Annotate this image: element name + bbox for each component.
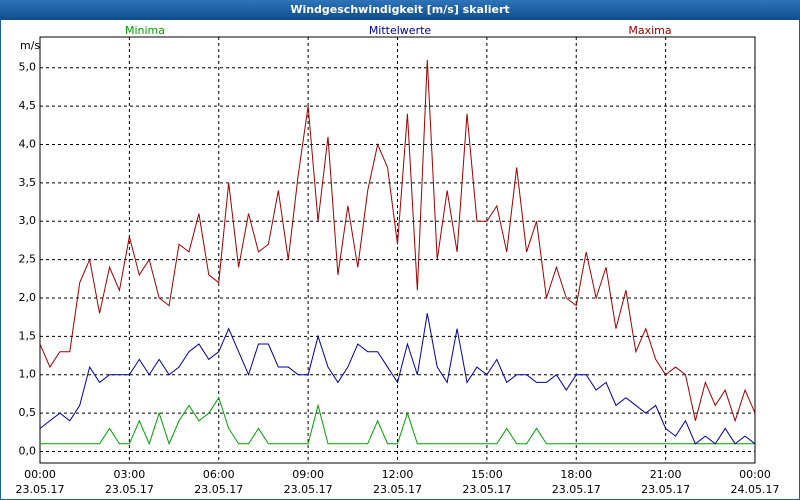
y-tick-label: 2,0 (19, 291, 37, 304)
x-tick-label: 18:00 (560, 468, 592, 481)
y-tick-label: 4,0 (19, 137, 37, 150)
x-tick-label: 03:00 (114, 468, 146, 481)
x-tick-label: 00:00 (24, 468, 56, 481)
x-tick-label: 21:00 (650, 468, 682, 481)
chart-title: Windgeschwindigkeit [m/s] skaliert (290, 3, 509, 16)
x-tick-label: 00:00 (739, 468, 771, 481)
x-tick-date: 23.05.17 (194, 483, 243, 496)
x-tick-label: 09:00 (292, 468, 324, 481)
y-tick-label: 5,0 (19, 61, 37, 74)
x-tick-label: 12:00 (382, 468, 414, 481)
series-line (40, 396, 755, 446)
series-line (39, 60, 756, 423)
x-tick-label: 06:00 (203, 468, 235, 481)
y-tick-label: 3,0 (19, 214, 37, 227)
legend-label: Minima (125, 24, 165, 37)
x-tick-date: 23.05.17 (373, 483, 422, 496)
x-tick-date: 23.05.17 (552, 483, 601, 496)
x-tick-date: 23.05.17 (641, 483, 690, 496)
x-tick-date: 23.05.17 (284, 483, 333, 496)
y-tick-label: 4,5 (19, 99, 37, 112)
y-tick-label: 3,5 (19, 176, 37, 189)
x-tick-date: 24.05.17 (731, 483, 780, 496)
y-tick-label: 2,5 (19, 253, 37, 266)
series-line (39, 313, 756, 445)
legend-label: Maxima (628, 24, 671, 37)
title-bar (0, 0, 800, 20)
y-tick-label: 0,5 (19, 406, 37, 419)
x-tick-date: 23.05.17 (462, 483, 511, 496)
y-tick-label: 1,0 (19, 368, 37, 381)
x-tick-date: 23.05.17 (16, 483, 65, 496)
legend-label: Mittelwerte (369, 24, 432, 37)
x-tick-label: 15:00 (471, 468, 503, 481)
x-tick-date: 23.05.17 (105, 483, 154, 496)
y-axis-label: m/s (20, 39, 40, 52)
y-tick-label: 1,5 (19, 329, 37, 342)
y-tick-label: 0,0 (19, 444, 37, 457)
